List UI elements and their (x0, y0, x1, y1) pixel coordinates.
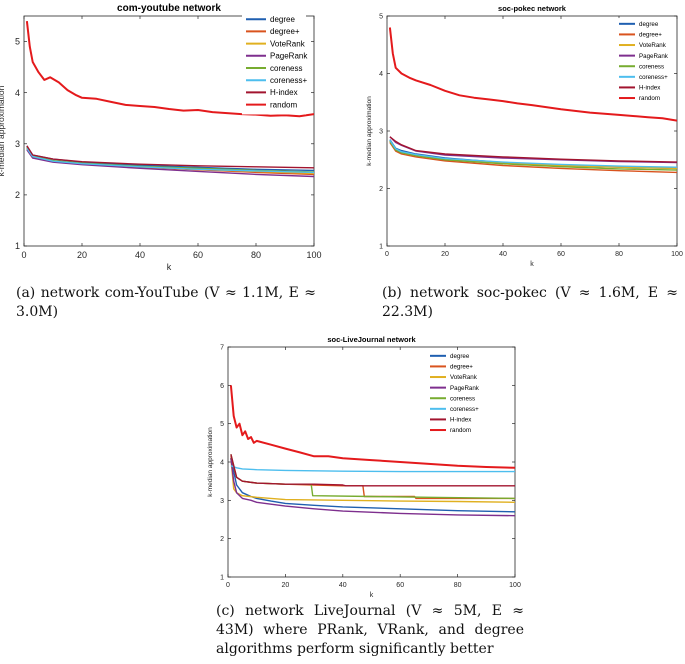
x-tick-label: 100 (671, 251, 683, 258)
y-tick-label: 2 (379, 186, 383, 193)
legend-label: degree+ (450, 364, 473, 371)
x-tick-label: 0 (21, 250, 26, 260)
y-tick-label: 5 (379, 13, 383, 20)
chart-com-youtube: com-youtube network 0 20 40 60 80 100 1 2 3 4 5 k k-m… (0, 3, 322, 272)
legend-label: PageRank (270, 52, 308, 61)
y-tick-label: 7 (220, 344, 224, 351)
caption-b-label: (b) (382, 285, 402, 301)
legend-label: VoteRank (450, 374, 478, 381)
caption-a: (a) network com-YouTube (V ≈ 1.1M, E ≈ 3… (16, 284, 316, 322)
x-tick-label: 100 (306, 250, 321, 260)
caption-b: (b) network soc-pokec (V ≈ 1.6M, E ≈ 22.… (382, 284, 678, 322)
y-tick-label: 5 (220, 421, 224, 428)
legend-label: coreness (450, 395, 475, 402)
legend-label: random (639, 95, 660, 102)
legend-label: degree (450, 353, 470, 360)
chart-soc-livejournal: soc-LiveJournal network 0 20 40 60 80 100 1 2 3 4 5… (207, 335, 521, 599)
x-axis-label: k (530, 261, 534, 268)
caption-a-label: (a) (16, 285, 36, 301)
legend-label: VoteRank (639, 42, 667, 49)
y-tick-label: 1 (15, 241, 20, 251)
x-tick-label: 60 (193, 250, 203, 260)
legend-box (426, 350, 507, 439)
y-tick-label: 4 (220, 459, 224, 466)
legend-label: degree (270, 15, 295, 24)
y-tick-label: 1 (379, 243, 383, 250)
caption-c-label: (c) (216, 603, 235, 619)
legend-label: VoteRank (270, 39, 306, 48)
legend-label: coreness+ (450, 406, 479, 413)
legend-label: degree (639, 21, 659, 28)
x-tick-label: 40 (339, 582, 347, 589)
series-line-coreness-plus (230, 465, 515, 473)
series-line-h-index (26, 145, 314, 169)
y-tick-label: 3 (220, 498, 224, 505)
chart-soc-pokec: soc-pokec network 0 20 40 60 80 100 1 2 3 4 5 k k-med… (366, 4, 683, 268)
y-tick-label: 2 (15, 190, 20, 200)
x-tick-label: 20 (441, 251, 449, 258)
legend-label: coreness (270, 64, 302, 73)
series-line-coreness (389, 141, 677, 171)
legend-box (242, 12, 306, 115)
y-tick-label: 3 (379, 128, 383, 135)
y-tick-label: 6 (220, 383, 224, 390)
legend-label: random (450, 427, 471, 434)
legend-box (615, 18, 669, 107)
series-line-random (25, 20, 314, 118)
x-axis-label: k (167, 262, 172, 272)
series-line-voterank (230, 458, 515, 503)
series-line-h-index (389, 136, 677, 163)
chart-title: soc-pokec network (498, 4, 567, 13)
series-line-coreness-plus (389, 139, 677, 168)
y-tick-label: 3 (15, 139, 20, 149)
x-tick-label: 100 (509, 582, 521, 589)
legend-label: PageRank (639, 53, 669, 60)
series-line-pagerank (26, 149, 314, 178)
y-tick-label: 2 (220, 536, 224, 543)
y-axis-label: k-median approximation (366, 96, 373, 166)
series-line-degree-plus (389, 142, 677, 174)
x-tick-label: 0 (226, 582, 230, 589)
legend-label: H-index (450, 417, 472, 424)
x-tick-label: 40 (135, 250, 145, 260)
series-line-degree (230, 458, 515, 513)
legend-label: H-index (270, 88, 298, 97)
x-tick-label: 40 (499, 251, 507, 258)
series-line-random (388, 27, 677, 122)
caption-c: (c) network LiveJournal (V ≈ 5M, E ≈ 43M… (216, 602, 524, 659)
chart-title: soc-LiveJournal network (327, 335, 416, 344)
x-tick-label: 20 (282, 582, 290, 589)
legend-label: coreness+ (639, 74, 668, 81)
legend-label: coreness (639, 63, 664, 70)
x-tick-label: 20 (77, 250, 87, 260)
legend-label: random (270, 100, 297, 109)
x-axis-label: k (370, 592, 374, 599)
caption-a-text: network com-YouTube (V ≈ 1.1M, E ≈ 3.0M) (16, 285, 316, 320)
chart-title: com-youtube network (117, 3, 221, 14)
x-tick-label: 60 (557, 251, 565, 258)
y-tick-label: 5 (15, 37, 20, 47)
legend-label: coreness+ (270, 76, 307, 85)
legend-label: PageRank (450, 385, 480, 392)
series-line-random (229, 385, 515, 469)
y-axis-label: k-median approximation (0, 85, 6, 176)
series-line-pagerank (230, 458, 515, 517)
y-axis-label: k-median approximation (207, 427, 214, 497)
series-line-coreness-plus (26, 147, 314, 174)
y-tick-label: 4 (15, 88, 20, 98)
caption-c-text: network LiveJournal (V ≈ 5M, E ≈ 43M) wh… (216, 603, 524, 657)
y-tick-label: 4 (379, 71, 383, 78)
caption-b-text: network soc-pokec (V ≈ 1.6M, E ≈ 22.3M) (382, 285, 678, 320)
x-tick-label: 80 (615, 251, 623, 258)
x-tick-label: 80 (251, 250, 261, 260)
x-tick-label: 80 (454, 582, 462, 589)
x-tick-label: 0 (385, 251, 389, 258)
legend-label: degree+ (639, 32, 662, 39)
y-tick-label: 1 (220, 574, 224, 581)
x-tick-label: 60 (396, 582, 404, 589)
legend-label: H-index (639, 85, 661, 92)
legend-label: degree+ (270, 27, 300, 36)
series-line-h-index (230, 454, 515, 487)
